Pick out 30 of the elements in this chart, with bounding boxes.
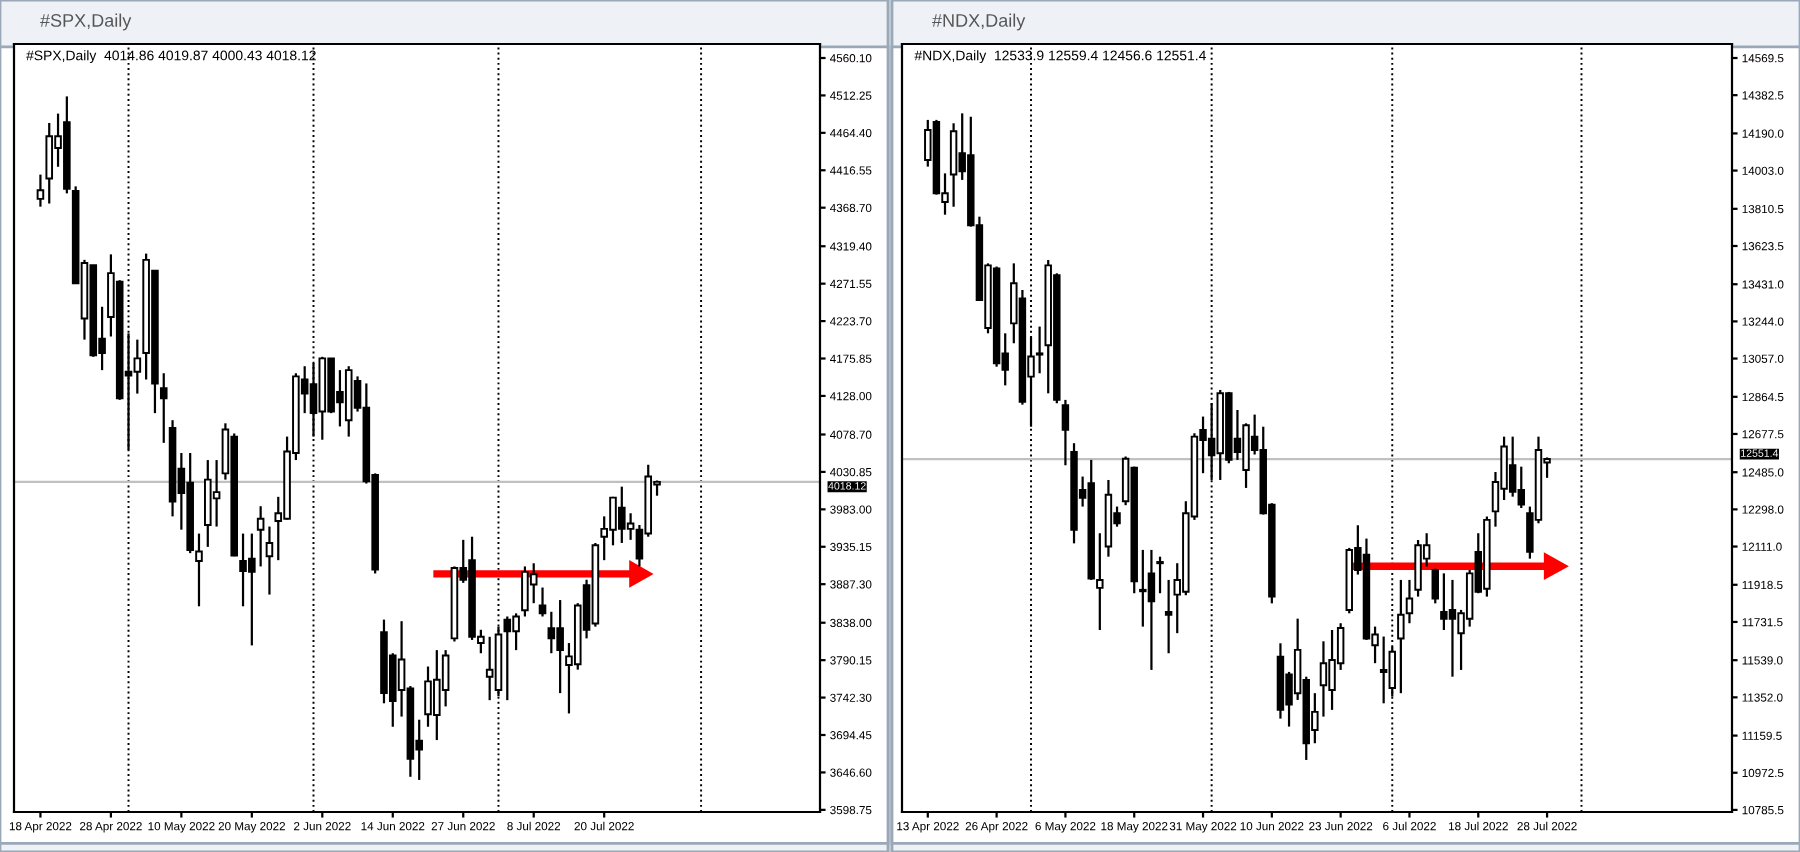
candlestick xyxy=(529,562,538,605)
candlestick xyxy=(212,458,221,528)
candlestick xyxy=(1379,635,1388,705)
candlestick xyxy=(1397,578,1405,695)
candlestick xyxy=(538,586,547,618)
candlestick xyxy=(485,635,494,702)
candlestick xyxy=(1440,572,1448,632)
candlestick xyxy=(256,505,265,568)
chart-title: #NDX,Daily xyxy=(932,13,1026,31)
candlestick xyxy=(503,615,512,702)
candlestick xyxy=(441,649,450,708)
candlestick xyxy=(1139,548,1147,628)
candlestick xyxy=(133,338,142,395)
candlestick xyxy=(1164,578,1173,655)
candlestick xyxy=(1328,628,1336,711)
candlestick xyxy=(159,372,168,444)
candlestick xyxy=(547,610,556,655)
chart-title: #SPX,Daily xyxy=(40,13,132,31)
candlestick xyxy=(1431,567,1439,605)
candlestick xyxy=(1448,578,1457,678)
candlestick xyxy=(195,532,203,608)
candlestick xyxy=(1508,435,1517,498)
candlestick xyxy=(1147,548,1156,672)
candlestick xyxy=(1517,465,1525,510)
candlestick xyxy=(949,122,958,208)
candlestick xyxy=(265,525,274,596)
candlestick xyxy=(556,598,564,695)
candlestick xyxy=(1096,532,1104,632)
candlestick xyxy=(204,458,212,548)
candlestick xyxy=(45,121,54,205)
